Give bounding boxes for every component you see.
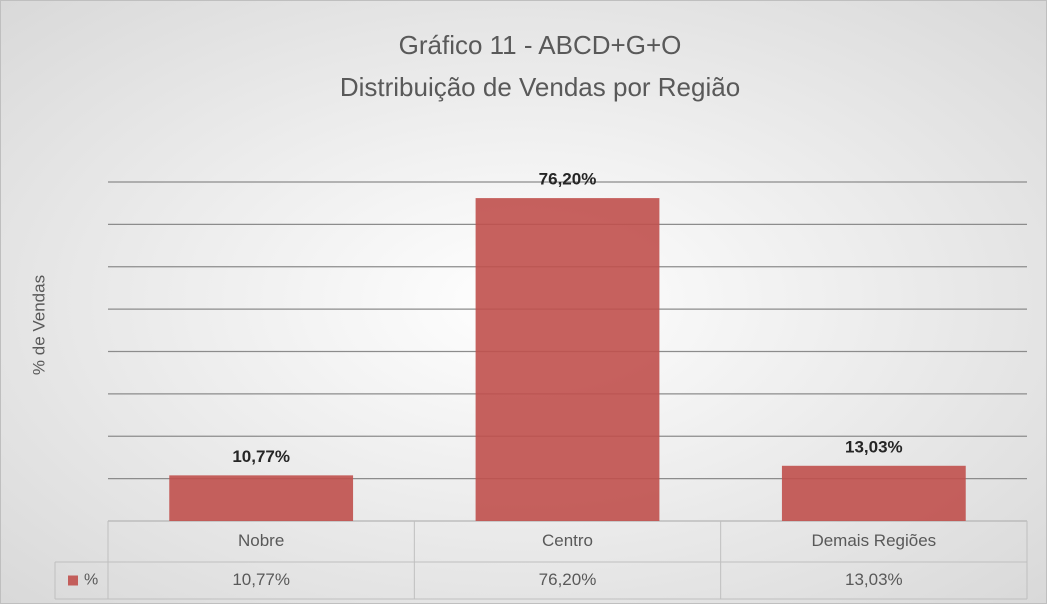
legend-key: [68, 575, 78, 586]
x-tick-label: Demais Regiões: [811, 531, 936, 550]
table-value: 10,77%: [232, 570, 290, 589]
chart-subtitle: Distribuição de Vendas por Região: [340, 72, 740, 102]
y-axis-label: % de Vendas: [29, 275, 48, 375]
bar: [781, 465, 966, 521]
data-label: 10,77%: [232, 447, 290, 466]
bar: [169, 475, 354, 521]
x-tick-label: Nobre: [238, 531, 284, 550]
data-label: 13,03%: [845, 437, 903, 456]
chart-title: Gráfico 11 - ABCD+G+O: [399, 30, 682, 60]
bar: [475, 198, 660, 522]
data-label: 76,20%: [539, 170, 597, 189]
x-tick-label: Centro: [542, 531, 593, 550]
table-value: 76,20%: [539, 570, 597, 589]
table-value: 13,03%: [845, 570, 903, 589]
legend-label: %: [84, 572, 98, 589]
